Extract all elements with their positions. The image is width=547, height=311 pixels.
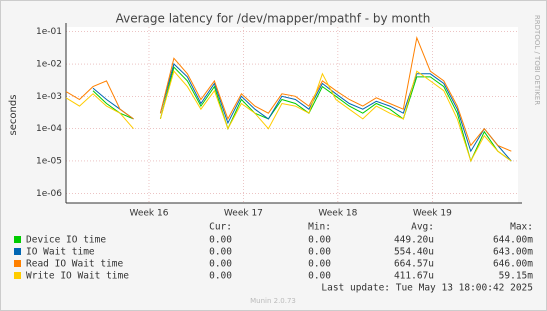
last-update: Last update: Tue May 13 18:00:42 2025 bbox=[321, 283, 533, 294]
legend-max: 59.15m bbox=[499, 271, 534, 282]
legend-header: Max: bbox=[510, 222, 533, 233]
y-tick-label: 1e-02 bbox=[36, 60, 62, 70]
legend-cur: 0.00 bbox=[209, 235, 232, 246]
legend-min: 0.00 bbox=[308, 271, 331, 282]
legend-swatch bbox=[14, 248, 21, 255]
series-line bbox=[65, 70, 512, 163]
legend-avg: 554.40u bbox=[394, 247, 434, 258]
y-tick-label: 1e-05 bbox=[36, 156, 62, 166]
legend-header: Avg: bbox=[411, 222, 434, 233]
series-line bbox=[92, 66, 512, 163]
legend-min: 0.00 bbox=[308, 235, 331, 246]
legend-label: Write IO Wait time bbox=[26, 271, 129, 282]
series-line bbox=[65, 36, 512, 152]
legend-label: Device IO time bbox=[26, 235, 106, 246]
y-axis-label: seconds bbox=[8, 95, 19, 136]
legend-swatch bbox=[14, 236, 21, 243]
x-tick-label: Week 16 bbox=[129, 209, 168, 219]
x-tick-label: Week 19 bbox=[413, 209, 452, 219]
legend-max: 646.00m bbox=[493, 259, 533, 270]
legend-avg: 411.67u bbox=[394, 271, 434, 282]
legend-max: 644.00m bbox=[493, 235, 533, 246]
y-tick-label: 1e-04 bbox=[36, 124, 62, 134]
side-label: RRDTOOL / TOBI OETIKER bbox=[533, 15, 541, 105]
legend-cur: 0.00 bbox=[209, 247, 232, 258]
chart-title: Average latency for /dev/mapper/mpathf -… bbox=[116, 12, 431, 26]
legend-header: Min: bbox=[308, 222, 331, 233]
plot-area bbox=[66, 27, 518, 203]
legend-min: 0.00 bbox=[308, 247, 331, 258]
legend-avg: 449.20u bbox=[394, 235, 434, 246]
legend-label: Read IO Wait time bbox=[26, 259, 124, 270]
x-tick-label: Week 17 bbox=[224, 209, 263, 219]
y-tick-label: 1e-01 bbox=[36, 27, 62, 37]
legend-header: Cur: bbox=[209, 222, 232, 233]
legend-max: 643.00m bbox=[493, 247, 533, 258]
legend-swatch bbox=[14, 260, 21, 267]
legend-cur: 0.00 bbox=[209, 259, 232, 270]
legend-swatch bbox=[14, 272, 21, 279]
legend-avg: 664.57u bbox=[394, 259, 434, 270]
legend-min: 0.00 bbox=[308, 259, 331, 270]
legend-cur: 0.00 bbox=[209, 271, 232, 282]
footer: Munin 2.0.73 bbox=[250, 297, 296, 305]
legend-label: IO Wait time bbox=[26, 247, 95, 258]
x-tick-label: Week 18 bbox=[318, 209, 357, 219]
y-tick-label: 1e-06 bbox=[36, 189, 62, 199]
y-tick-label: 1e-03 bbox=[36, 92, 62, 102]
